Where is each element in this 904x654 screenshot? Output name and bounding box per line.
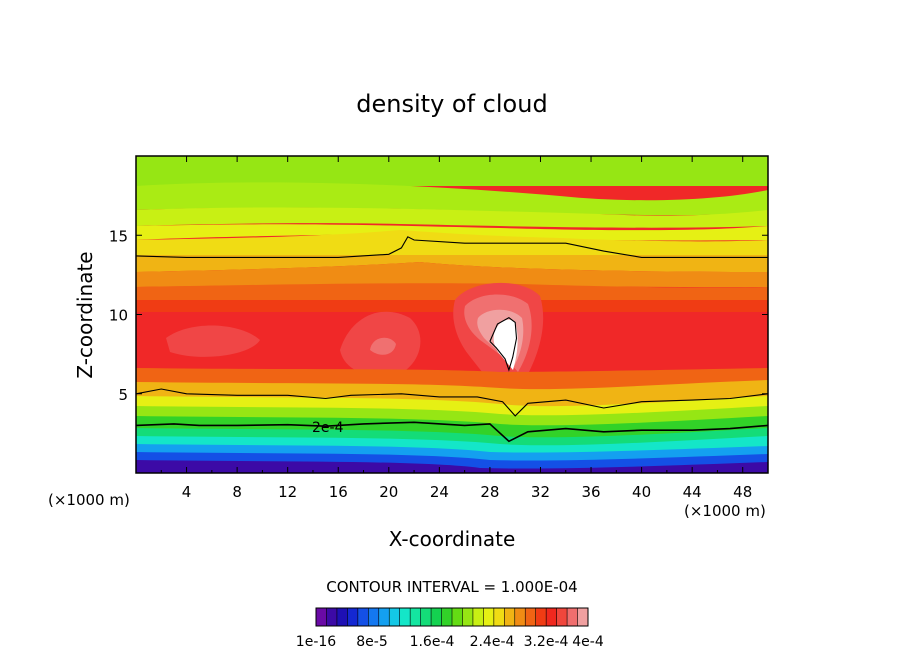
colorbar-swatch [347,608,359,626]
colorbar-swatch [546,608,557,626]
colorbar-swatch [535,608,547,626]
colorbar-swatch [493,608,505,626]
x-tick-label: 48 [733,483,752,501]
colorbar-swatch [567,608,578,626]
colorbar [315,607,589,627]
colorbar-swatch [316,608,327,626]
colorbar-swatch [504,608,516,626]
y-axis: 5 10 15 [109,227,768,404]
colorbar-swatch [441,608,453,626]
colorbar-swatch [472,608,484,626]
y-axis-label: Z-coordinate [73,251,97,378]
colorbar-swatch [357,608,369,626]
contour-line-0 [136,421,768,443]
colorbar-tick-label: 2.4e-4 [470,634,515,650]
y-tick-label: 15 [109,227,128,245]
colorbar-swatch [577,608,589,626]
colorbar-tick-label: 1e-16 [296,634,336,650]
x-tick-label: 44 [683,483,702,501]
density-field [136,156,768,473]
colorbar-swatch [452,608,463,626]
colorbar-tick-label: 3.2e-4 [524,634,569,650]
colorbar-swatch [378,608,390,626]
colorbar-swatch [525,608,536,626]
x-unit-left: (×1000 m) [48,491,130,509]
colorbar-swatch [514,608,526,626]
colorbar-swatch [399,608,411,626]
x-tick-label: 8 [232,483,242,501]
x-tick-label: 32 [531,483,550,501]
x-tick-label: 20 [379,483,398,501]
contour-line-2 [136,236,768,258]
chart-title: density of cloud [356,90,547,118]
contour-interval-text: CONTOUR INTERVAL = 1.000E-04 [326,578,577,596]
colorbar-labels: 1e-16 8e-5 1.6e-4 2.4e-4 3.2e-4 4e-4 [296,634,604,650]
colorbar-swatch [462,608,474,626]
contour-label: 2e-4 [312,420,344,436]
colorbar-swatch [431,608,442,626]
colorbar-tick-label: 8e-5 [356,634,387,650]
y-tick-label: 10 [109,307,128,325]
x-axis: 4 8 12 16 20 24 28 32 36 40 44 48 [160,156,752,501]
colorbar-tick-label: 4e-4 [572,634,604,650]
colorbar-swatch [556,608,568,626]
x-tick-label: 36 [581,483,600,501]
colorbar-swatch [368,608,380,626]
colorbar-tick-label: 1.6e-4 [410,634,455,650]
x-tick-label: 4 [182,483,192,501]
x-tick-label: 24 [430,483,449,501]
contour-line-1 [136,388,768,417]
contour-lines [136,236,768,443]
x-tick-label: 16 [329,483,348,501]
colorbar-swatch [483,608,495,626]
x-tick-label: 40 [632,483,651,501]
colorbar-frame [315,607,589,627]
y-tick-label: 5 [118,386,128,404]
x-tick-label: 28 [480,483,499,501]
colorbar-swatch [336,608,348,626]
colorbar-swatch [420,608,432,626]
contour-line-3 [489,317,518,372]
x-tick-label: 12 [278,483,297,501]
x-unit-right: (×1000 m) [684,502,766,520]
x-axis-label: X-coordinate [389,527,516,551]
colorbar-swatch [389,608,400,626]
colorbar-swatch [410,608,421,626]
colorbar-swatch [326,608,338,626]
